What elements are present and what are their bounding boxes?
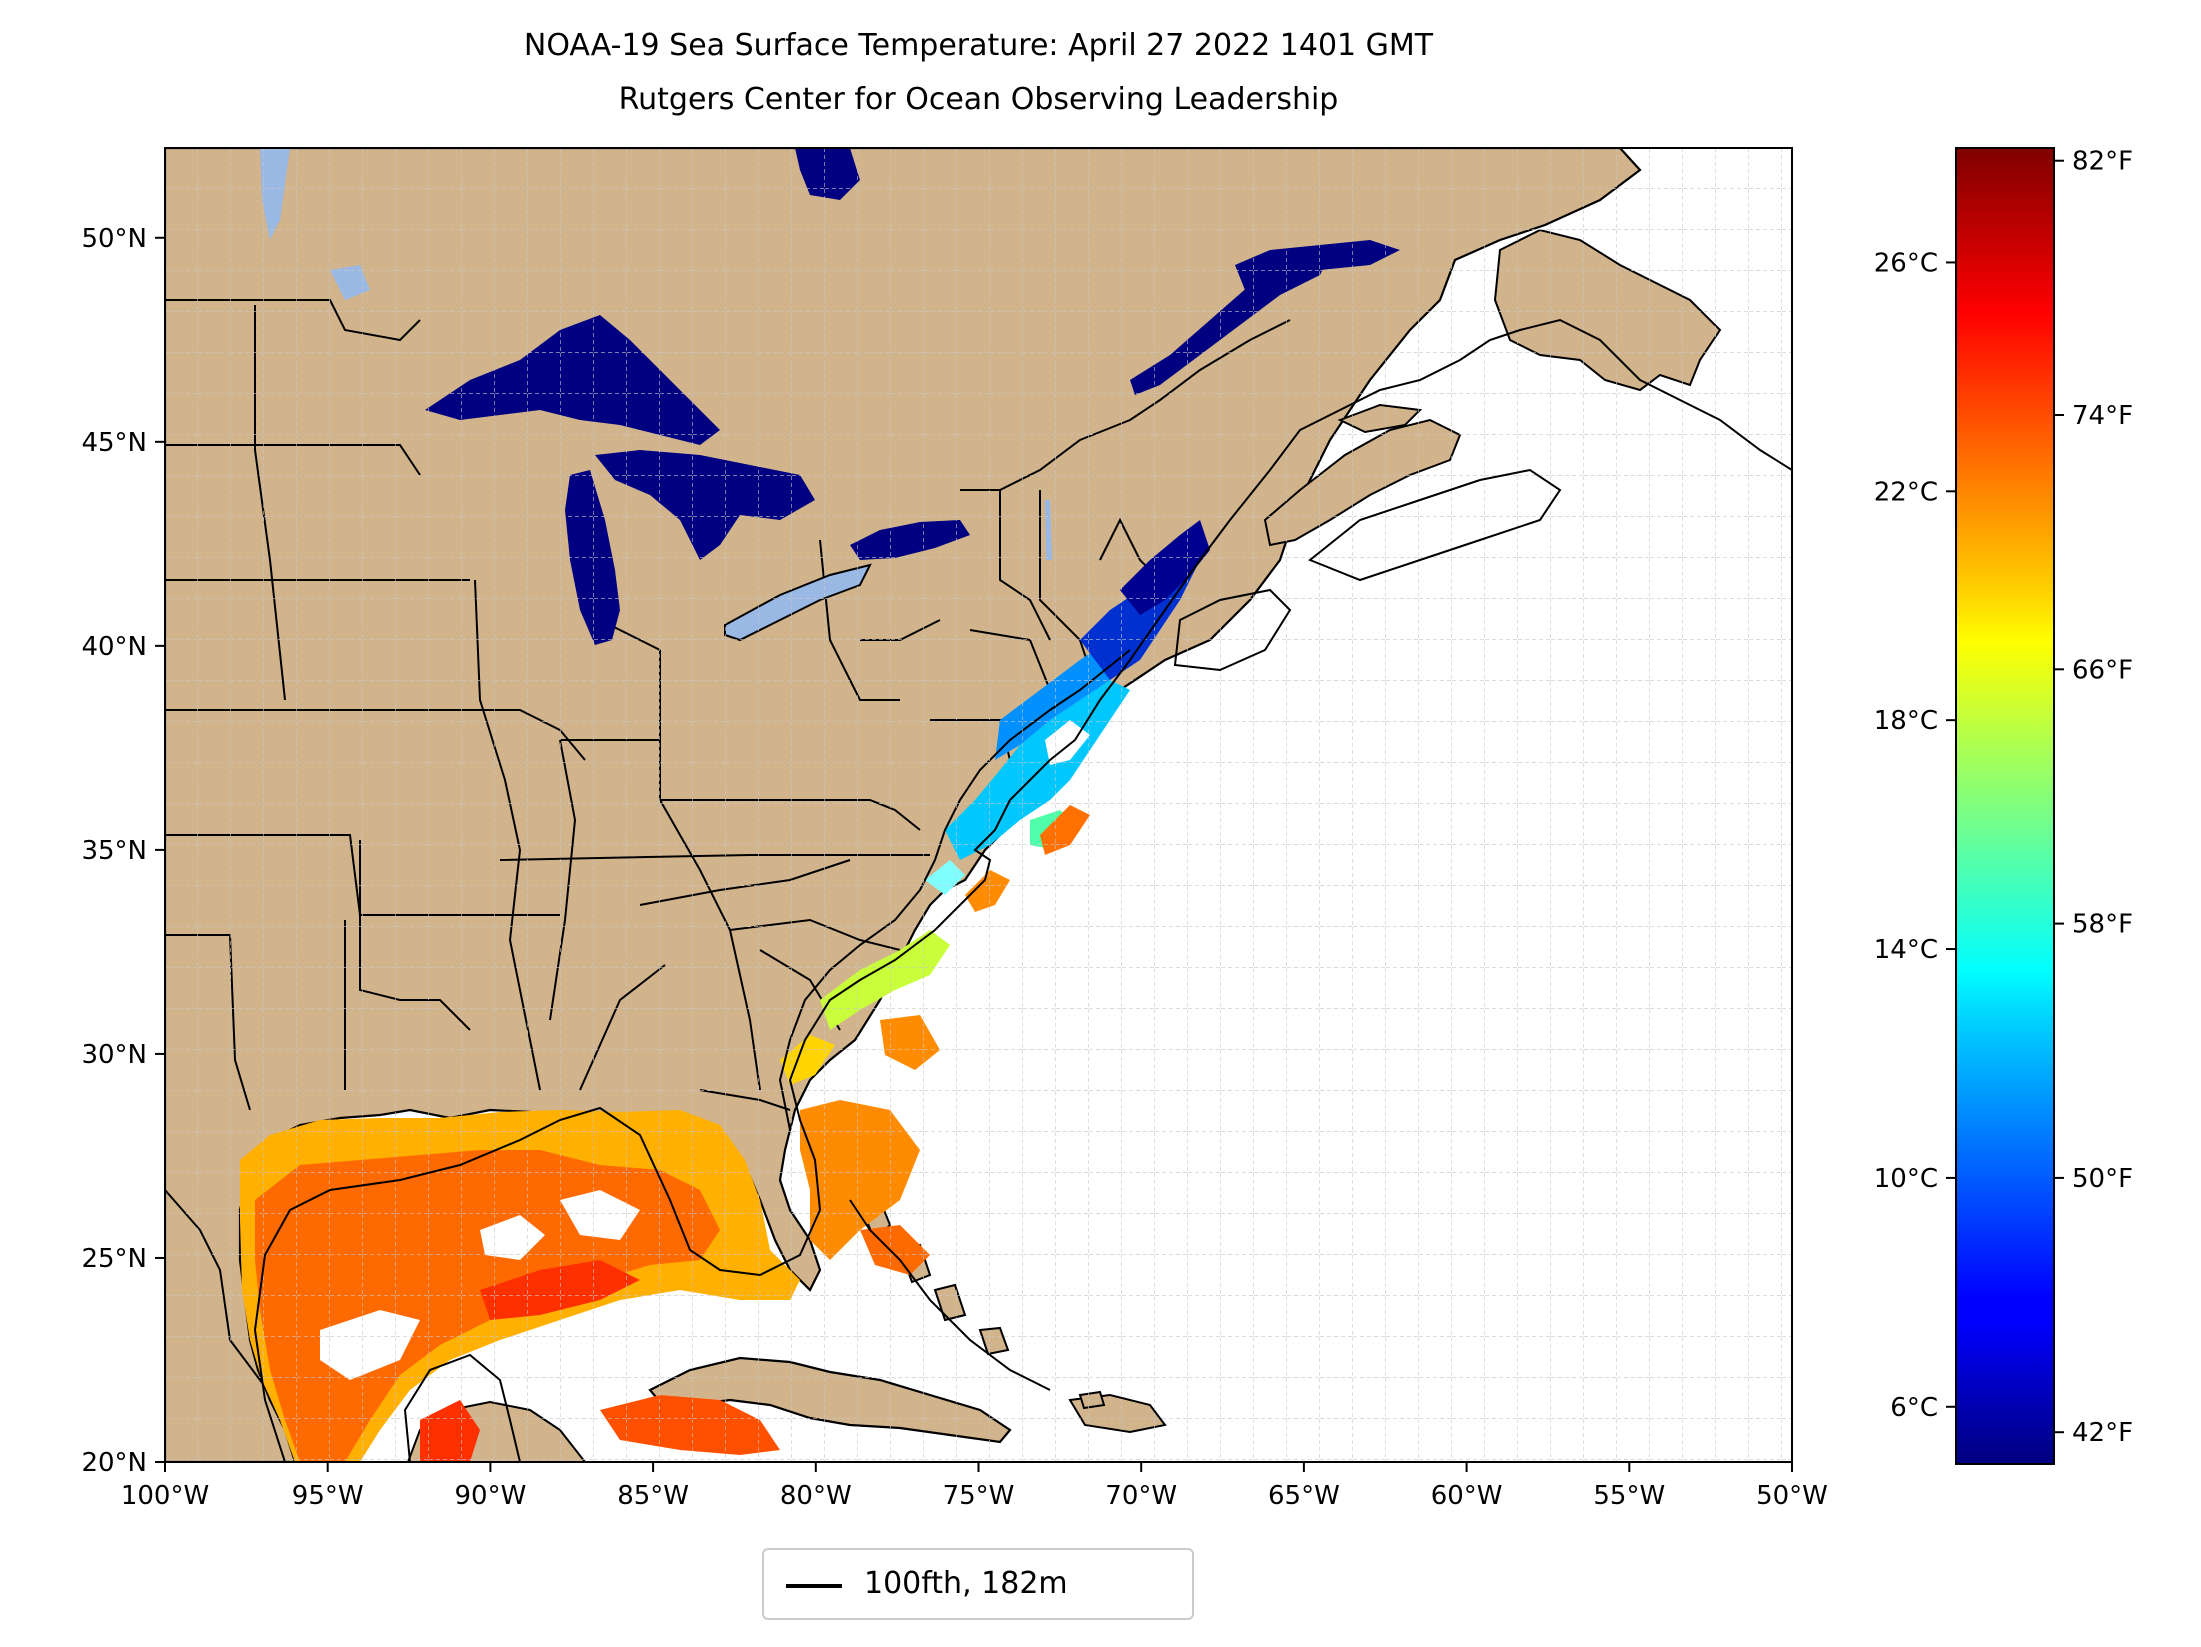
fahrenheit-tick-label: 82°F bbox=[2072, 147, 2133, 177]
fahrenheit-tick-label: 58°F bbox=[2072, 910, 2133, 940]
lon-tick-label: 85°W bbox=[617, 1481, 689, 1511]
legend: 100fth, 182m bbox=[762, 1548, 1194, 1620]
celsius-tick-label: 6°C bbox=[1890, 1393, 1938, 1423]
fahrenheit-tick-label: 42°F bbox=[2072, 1418, 2133, 1448]
lon-tick-label: 60°W bbox=[1431, 1481, 1503, 1511]
colorbar bbox=[1955, 147, 2055, 1465]
fahrenheit-tick-label: 74°F bbox=[2072, 401, 2133, 431]
celsius-tick-label: 26°C bbox=[1874, 248, 1938, 278]
lon-tick-label: 100°W bbox=[121, 1481, 209, 1511]
fahrenheit-tick-label: 50°F bbox=[2072, 1164, 2133, 1194]
legend-line-swatch bbox=[786, 1584, 842, 1588]
isobath-bahamas bbox=[849, 1199, 1051, 1391]
legend-label: 100fth, 182m bbox=[864, 1566, 1068, 1601]
lat-tick-label: 45°N bbox=[81, 428, 147, 458]
isobath-grand-banks bbox=[1308, 468, 1562, 582]
isobath-100fth bbox=[253, 318, 1792, 1462]
lat-tick-label: 25°N bbox=[81, 1244, 147, 1274]
lon-tick-label: 55°W bbox=[1593, 1481, 1665, 1511]
lon-tick-label: 70°W bbox=[1105, 1481, 1177, 1511]
title-line-1: NOAA-19 Sea Surface Temperature: April 2… bbox=[523, 28, 1434, 63]
lat-tick-label: 20°N bbox=[81, 1448, 147, 1478]
lat-tick-label: 30°N bbox=[81, 1040, 147, 1070]
map-area bbox=[165, 148, 1792, 1462]
latitude-axis: 20°N 25°N 30°N 35°N 40°N 45°N 50°N bbox=[81, 224, 165, 1478]
isobath-gulf-maine bbox=[1173, 588, 1292, 672]
lon-tick-label: 80°W bbox=[780, 1481, 852, 1511]
lon-tick-label: 95°W bbox=[292, 1481, 364, 1511]
celsius-tick-label: 10°C bbox=[1874, 1164, 1938, 1194]
lat-tick-label: 50°N bbox=[81, 224, 147, 254]
lat-tick-label: 40°N bbox=[81, 632, 147, 662]
lat-tick-label: 35°N bbox=[81, 836, 147, 866]
title-line-2: Rutgers Center for Ocean Observing Leade… bbox=[618, 82, 1339, 117]
celsius-tick-label: 14°C bbox=[1874, 935, 1938, 965]
lon-tick-label: 75°W bbox=[943, 1481, 1015, 1511]
celsius-tick-label: 18°C bbox=[1874, 706, 1938, 736]
longitude-axis: 100°W 95°W 90°W 85°W 80°W 75°W 70°W 65°W 60°W 55°… bbox=[121, 1462, 1828, 1511]
isobath-yucatan bbox=[403, 1353, 521, 1462]
gridlines bbox=[165, 148, 1792, 1462]
lon-tick-label: 50°W bbox=[1756, 1481, 1828, 1511]
celsius-tick-label: 22°C bbox=[1874, 477, 1938, 507]
lon-tick-label: 65°W bbox=[1268, 1481, 1340, 1511]
lon-tick-label: 90°W bbox=[455, 1481, 527, 1511]
colorbar-ticks: 6°C 10°C 14°C 18°C 22°C 26°C 42°F 50°F 58°F 66°F 7… bbox=[1874, 147, 2133, 1448]
fahrenheit-tick-label: 66°F bbox=[2072, 655, 2133, 685]
